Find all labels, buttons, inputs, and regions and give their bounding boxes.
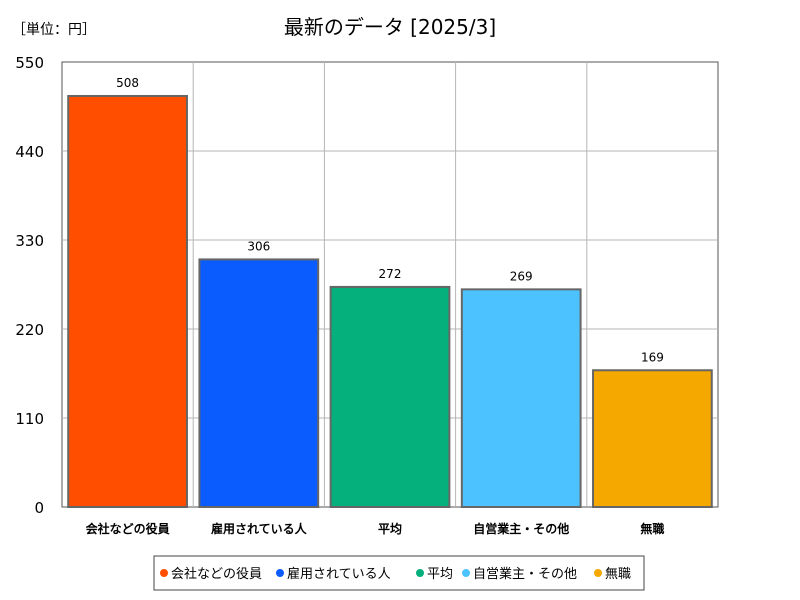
category-label: 自営業主・その他	[473, 521, 569, 536]
y-tick-label: 330	[15, 232, 44, 250]
y-axis: 0 110 220 330 440 550	[15, 54, 44, 517]
bar	[592, 369, 713, 508]
data-label: 269	[510, 269, 533, 283]
legend-entry: 雇用されている人	[287, 566, 391, 582]
legend-entry: 無職	[605, 567, 631, 582]
y-tick-label: 550	[15, 54, 44, 72]
legend-marker	[416, 569, 424, 577]
category-label: 平均	[378, 521, 402, 536]
legend-entry: 自営業主・その他	[473, 566, 577, 582]
legend: 会社などの役員 雇用されている人 平均 自営業主・その他 無職	[153, 555, 645, 591]
legend-entry: 会社などの役員	[171, 566, 262, 582]
data-label: 169	[641, 350, 664, 364]
bar	[329, 285, 451, 508]
y-tick-label: 440	[15, 143, 44, 161]
data-label: 272	[379, 267, 402, 281]
bar	[67, 94, 188, 509]
y-tick-label: 0	[34, 499, 44, 517]
data-labels: 508 306 272 269 169	[116, 76, 664, 364]
data-label: 306	[247, 239, 270, 253]
y-tick-label: 110	[15, 410, 44, 428]
x-axis: 会社などの役員 雇用されている人 平均 自営業主・その他 無職	[86, 521, 665, 536]
category-label: 会社などの役員	[86, 521, 170, 536]
bars	[67, 94, 713, 509]
legend-marker	[462, 569, 470, 577]
legend-marker	[160, 569, 168, 577]
legend-box	[153, 555, 645, 591]
bar	[460, 288, 582, 509]
data-label: 508	[116, 76, 139, 90]
unit-label: ［単位：円］	[12, 22, 96, 38]
y-tick-label: 220	[15, 321, 44, 339]
chart-title: 最新のデータ [2025/3]	[284, 15, 496, 39]
legend-marker	[276, 569, 284, 577]
legend-entry: 平均	[427, 567, 453, 582]
bar	[198, 258, 320, 508]
category-label: 無職	[640, 521, 664, 536]
legend-marker	[594, 569, 602, 577]
category-label: 雇用されている人	[211, 521, 308, 536]
